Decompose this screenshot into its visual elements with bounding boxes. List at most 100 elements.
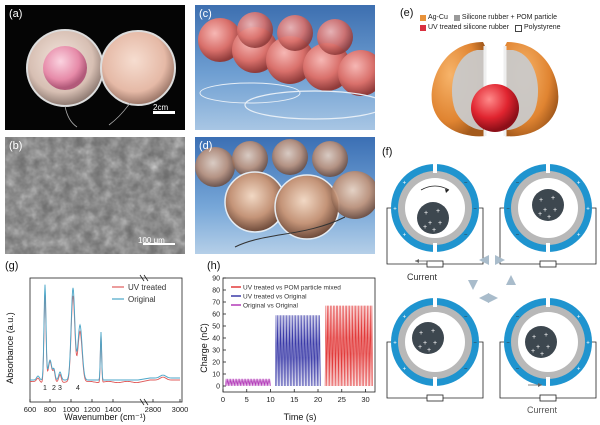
- positive-charge-mark: +: [403, 366, 407, 372]
- positive-charge-mark: +: [544, 332, 548, 339]
- electrode-gap: [433, 243, 437, 253]
- flow-arrow: [506, 275, 516, 285]
- positive-charge-mark: +: [540, 351, 544, 358]
- panel-a-spheres: [26, 29, 176, 128]
- legend-swatch: [420, 25, 426, 31]
- h-y-tick-label: 40: [212, 336, 220, 343]
- g-x-tick-label: 1000: [63, 405, 80, 414]
- mechanism-state: + ++ ++ ++++ −−−: [386, 297, 484, 402]
- g-x-tick-label: 800: [44, 405, 57, 414]
- negative-charge-mark: −: [516, 366, 520, 372]
- g-axis-break: [143, 398, 149, 406]
- uv-silicone-ball: [412, 322, 444, 354]
- panel-a-photo: [5, 5, 185, 130]
- h-x-tick-label: 25: [338, 395, 346, 404]
- panel-g-label: (g): [5, 260, 19, 272]
- legend-item-ag-cu: Ag-Cu: [420, 13, 448, 23]
- g-x-tick-label: 2800: [145, 405, 162, 414]
- current-arrowhead: [538, 383, 542, 387]
- positive-charge-mark: +: [586, 341, 590, 347]
- h-legend-label-purple: Original vs Original: [243, 303, 298, 310]
- positive-charge-mark: +: [403, 232, 407, 238]
- positive-charge-mark: +: [403, 181, 407, 187]
- current-label-bottom: Current: [527, 405, 558, 415]
- positive-charge-mark: +: [419, 330, 423, 337]
- positive-charge-mark: +: [427, 347, 431, 354]
- negative-charge-mark: −: [506, 341, 510, 347]
- negative-charge-mark: −: [516, 181, 520, 187]
- g-x-tick-label: 600: [24, 405, 37, 414]
- panel-h-label: (h): [207, 260, 221, 272]
- legend-label: Polystyrene: [523, 24, 561, 31]
- panel-b-sem-texture: [5, 137, 185, 254]
- g-legend-uv: UV treated: [128, 283, 166, 292]
- panel-d-sphere-array: [195, 139, 375, 248]
- h-plot-frame: [222, 277, 376, 393]
- g-peak-3: 3: [58, 385, 62, 392]
- legend-label: UV treated silicone rubber: [428, 24, 509, 31]
- h-y-tick-label: 30: [212, 348, 220, 355]
- g-axis-break: [139, 398, 145, 406]
- legend-swatch: [420, 15, 426, 21]
- positive-charge-mark: +: [418, 344, 422, 351]
- g-x-tick-label: 1400: [105, 405, 122, 414]
- positive-charge-mark: +: [532, 334, 536, 341]
- panel-d-photo: [195, 137, 375, 254]
- mechanism-state: + ++ ++ ++++ −−−: [386, 163, 484, 268]
- flow-arrow: [495, 255, 505, 265]
- flow-arrow: [488, 293, 498, 303]
- panel-a-label: (a): [9, 8, 23, 20]
- load-resistor: [539, 260, 557, 268]
- uv-silicone-ball: [417, 202, 449, 234]
- g-axis-break: [143, 274, 149, 282]
- panel-f-label: (f): [382, 146, 393, 158]
- legend-swatch: [453, 15, 460, 21]
- panel-e-label: (e): [400, 7, 414, 19]
- positive-charge-mark: +: [428, 220, 432, 227]
- flow-arrow: [479, 293, 489, 303]
- electrode-gap: [546, 163, 550, 173]
- h-x-tick-label: 30: [361, 395, 369, 404]
- panel-h-charge-chart: Charge (nC) Time (s) UV treated vs POM p…: [199, 276, 376, 422]
- g-ylabel: Absorbance (a.u.): [5, 312, 15, 384]
- legend-swatch: [514, 24, 522, 32]
- negative-charge-mark: −: [506, 207, 510, 213]
- mechanism-state: + ++ ++ +−−− +++: [499, 163, 597, 268]
- positive-charge-mark: +: [438, 220, 442, 227]
- g-peak-1: 1: [43, 385, 47, 392]
- positive-charge-mark: +: [424, 210, 428, 217]
- h-y-tick-label: 90: [212, 276, 220, 283]
- h-legend-label-blue: UV treated vs Original: [243, 294, 307, 301]
- positive-charge-mark: +: [393, 341, 397, 347]
- h-y-tick-label: 50: [212, 324, 220, 331]
- positive-charge-mark: +: [543, 207, 547, 214]
- g-plot-frame: [29, 277, 183, 403]
- electrode-gap: [433, 377, 437, 387]
- legend-item-polystyrene: Polystyrene: [514, 23, 561, 33]
- panel-b-label: (b): [9, 140, 23, 152]
- h-y-tick-label: 0: [216, 384, 220, 391]
- positive-charge-mark: +: [431, 328, 435, 335]
- positive-charge-mark: +: [539, 197, 543, 204]
- h-x-tick-label: 15: [290, 395, 298, 404]
- negative-charge-mark: −: [464, 366, 468, 372]
- h-ylabel: Charge (nC): [199, 323, 209, 373]
- positive-charge-mark: +: [577, 181, 581, 187]
- electrode-gap: [546, 243, 550, 253]
- positive-charge-mark: +: [547, 214, 551, 221]
- h-x-tick-label: 5: [245, 395, 249, 404]
- h-series-uv-treated-vs-original: [275, 315, 321, 387]
- panel-e-cutaway-diagram: [431, 42, 559, 137]
- g-xlabel: Wavenumber (cm⁻¹): [64, 412, 145, 422]
- legend-item-uv-silicone: UV treated silicone rubber: [420, 23, 509, 33]
- h-y-tick-label: 70: [212, 300, 220, 307]
- uv-silicone-ball: [525, 326, 557, 358]
- h-legend-label-red: UV treated vs POM particle mixed: [243, 285, 341, 292]
- negative-charge-mark: −: [516, 315, 520, 321]
- rotation-arrow: [420, 185, 450, 191]
- g-legend-original: Original: [128, 295, 156, 304]
- panel-c-sphere-array: [198, 12, 375, 120]
- panel-g-ftir-chart: Absorbance (a.u.) Wavenumber (cm⁻¹) UV t…: [5, 274, 188, 422]
- panel-c-label: (c): [199, 8, 212, 20]
- h-legend: UV treated vs POM particle mixed UV trea…: [231, 285, 341, 310]
